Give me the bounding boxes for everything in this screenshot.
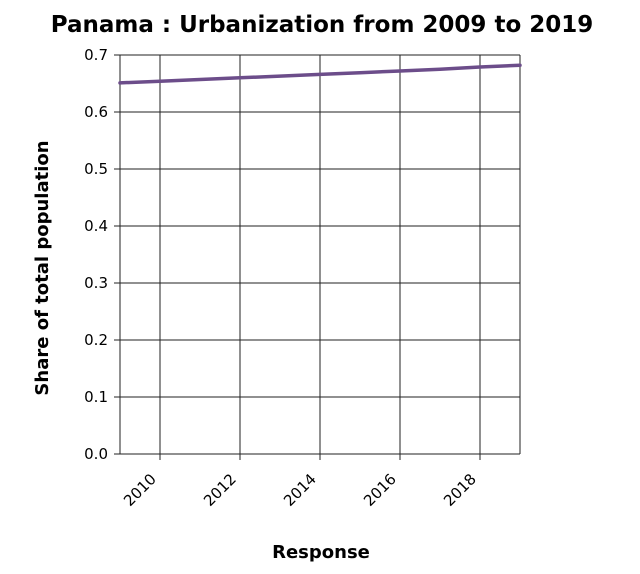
y-tick-label: 0.7 (84, 46, 108, 64)
x-tick-label: 2012 (200, 470, 240, 510)
y-tick-label: 0.3 (84, 274, 108, 292)
y-axis-ticks: 0.0 0.1 0.2 0.3 0.4 0.5 0.6 0.7 (84, 46, 108, 463)
series-line (118, 63, 522, 85)
y-tick-label: 0.5 (84, 160, 108, 178)
series-layer (118, 63, 522, 85)
grid (114, 54, 521, 460)
y-axis-label: Share of total population (32, 140, 53, 395)
chart-title: Panama : Urbanization from 2009 to 2019 (51, 12, 594, 38)
x-tick-label: 2016 (360, 470, 400, 510)
y-tick-label: 0.2 (84, 331, 108, 349)
y-tick-label: 0.1 (84, 388, 108, 406)
y-tick-label: 0.4 (84, 217, 108, 235)
x-tick-label: 2018 (440, 470, 480, 510)
x-tick-label: 2014 (280, 470, 320, 510)
y-tick-label: 0.0 (84, 445, 108, 463)
y-tick-label: 0.6 (84, 103, 108, 121)
x-axis-label: Response (272, 542, 370, 563)
x-tick-label: 2010 (120, 470, 160, 510)
x-axis-ticks: 2010 2012 2014 2016 2018 (120, 470, 480, 510)
